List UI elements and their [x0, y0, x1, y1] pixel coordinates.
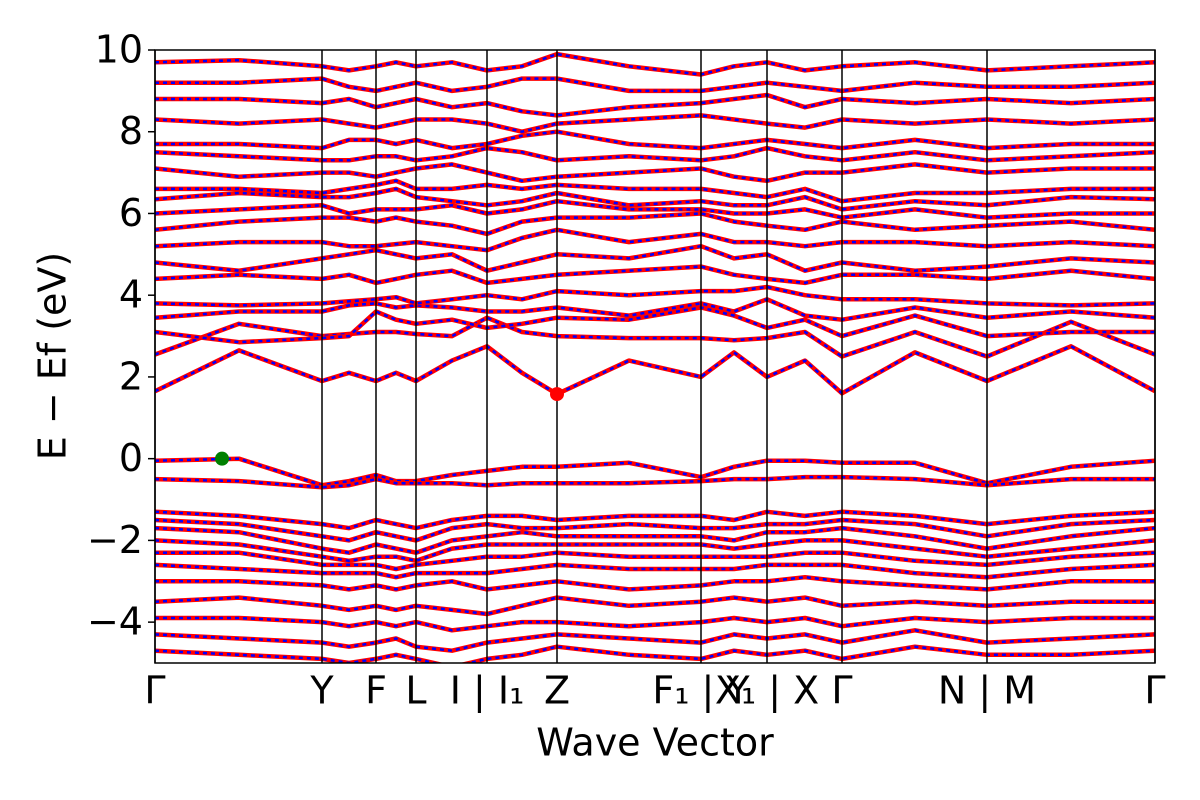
x-tick-label: N | M	[938, 669, 1036, 714]
x-tick-label: Γ	[144, 669, 165, 713]
band-line-overlay	[155, 285, 1155, 307]
y-tick-label: 10	[95, 28, 143, 72]
x-tick-label: Γ	[831, 669, 852, 713]
band-line-overlay	[155, 645, 1155, 663]
band-line-overlay	[155, 629, 1155, 652]
y-tick-label: 4	[119, 273, 143, 317]
x-tick-label: Y	[309, 669, 334, 713]
band-line-overlay	[155, 146, 1155, 162]
y-tick-label: 2	[119, 354, 143, 398]
band-line-overlay	[155, 179, 1155, 203]
extremum-marker	[550, 387, 564, 402]
x-tick-label: Z	[544, 669, 570, 713]
band-line-overlay	[155, 187, 1155, 211]
x-axis-label: Wave Vector	[536, 721, 774, 765]
x-tick-label: L	[405, 669, 426, 713]
y-tick-label: −4	[87, 600, 143, 644]
y-tick-label: 8	[119, 109, 143, 153]
y-tick-label: −2	[87, 518, 143, 562]
band-line-overlay	[155, 596, 1155, 616]
y-tick-label: 6	[119, 191, 143, 235]
band-line-overlay	[155, 93, 1155, 117]
x-tick-label: F₁ | Y	[652, 669, 750, 714]
band-line-overlay	[155, 228, 1155, 252]
band-line-overlay	[155, 344, 1155, 396]
x-tick-label: I | I₁	[450, 669, 525, 714]
band-line-overlay	[155, 52, 1155, 76]
band-line-overlay	[155, 575, 1155, 591]
y-axis-label: E − Ef (eV)	[31, 252, 75, 461]
x-tick-label: F	[365, 669, 387, 713]
band-line-overlay	[155, 297, 1155, 321]
band-line-overlay	[155, 616, 1155, 632]
x-tick-label: X₁ | X	[715, 669, 819, 714]
band-line-overlay	[155, 265, 1155, 285]
band-line-overlay	[155, 114, 1155, 133]
extremum-marker	[215, 451, 229, 466]
band-line-overlay	[155, 163, 1155, 183]
band-line-overlay	[155, 212, 1155, 236]
band-line-overlay	[155, 551, 1155, 571]
x-tick-label: Γ	[1144, 669, 1165, 713]
y-tick-label: 0	[119, 436, 143, 480]
